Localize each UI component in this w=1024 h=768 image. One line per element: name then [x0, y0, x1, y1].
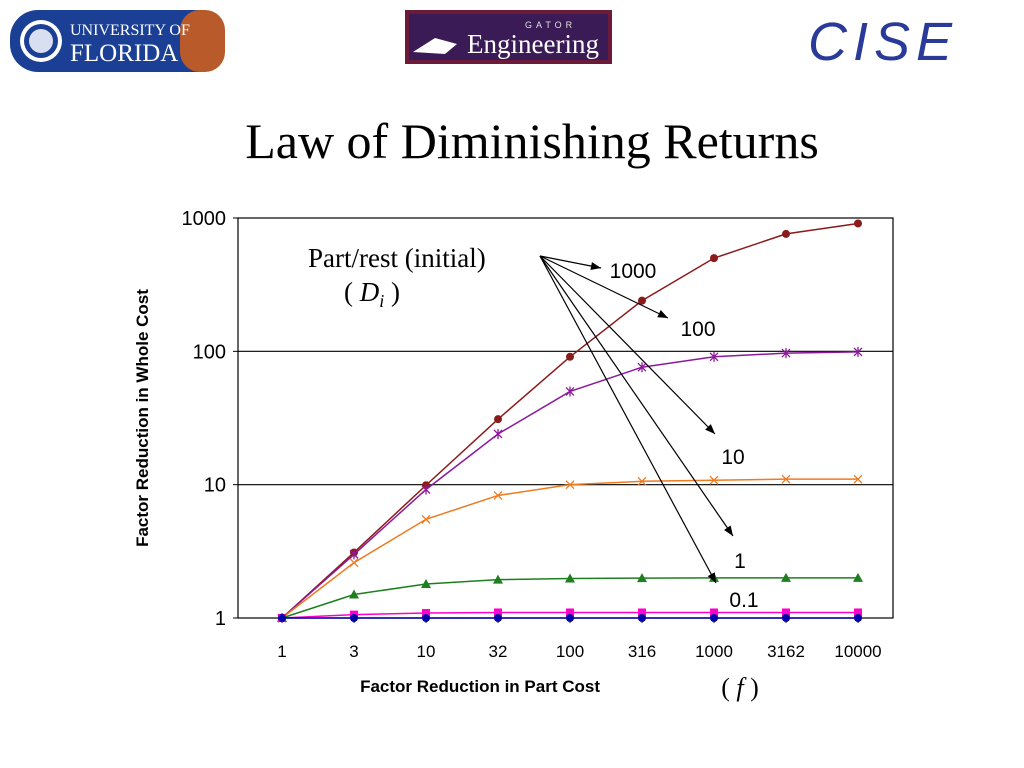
x-tick-label-8: 10000	[834, 642, 881, 661]
x-tick-label-6: 1000	[695, 642, 733, 661]
data-point-s1-7	[781, 348, 791, 359]
data-point-s2-4	[565, 480, 575, 490]
series-label-1: 100	[680, 318, 715, 341]
data-point-s2-8	[853, 474, 863, 484]
data-point-s3-5	[637, 573, 647, 583]
uf-logo-line2: FLORIDA	[70, 40, 178, 67]
arrow-line-1	[539, 255, 669, 319]
gator-logo-small-text: GATOR	[525, 20, 576, 30]
data-point-s2-2	[421, 514, 431, 524]
annotation-part-rest: Part/rest (initial)	[308, 243, 486, 273]
data-point-s4-4	[566, 608, 574, 617]
series-label-2: 10	[721, 446, 744, 469]
data-point-s1-6	[709, 351, 719, 362]
series-label-0: 1000	[610, 260, 657, 283]
data-point-s4-8	[854, 608, 862, 617]
slide-title: Law of Diminishing Returns	[245, 113, 819, 169]
arrow-head-2	[705, 424, 715, 434]
data-point-s2-3	[493, 490, 503, 500]
data-point-s3-8	[853, 572, 863, 582]
data-point-s2-5	[637, 476, 647, 486]
arrow-line-4	[539, 255, 717, 584]
x-tick-label-0: 1	[277, 642, 286, 661]
data-point-s2-7	[781, 474, 791, 484]
data-point-s1-3	[493, 428, 503, 439]
data-point-s1-1	[349, 549, 359, 560]
arrow-line-0	[539, 255, 602, 269]
series-line-2	[281, 478, 858, 619]
gator-engineering-logo: GATOR Engineering	[405, 10, 612, 64]
data-point-s5-4	[566, 614, 574, 622]
y-tick-label-2: 100	[193, 341, 226, 363]
chart-grid	[238, 350, 893, 486]
data-point-s4-3	[494, 608, 502, 617]
arrow-line-2	[539, 255, 716, 435]
data-point-s3-2	[421, 578, 431, 588]
data-point-s5-1	[350, 614, 358, 622]
data-point-s1-5	[637, 362, 647, 373]
arrow-head-0	[590, 262, 601, 270]
data-point-s3-7	[781, 572, 791, 582]
x-tick-label-5: 316	[628, 642, 656, 661]
x-tick-label-3: 32	[489, 642, 508, 661]
series-label-4: 0.1	[729, 589, 758, 612]
data-point-s5-3	[494, 614, 502, 622]
data-point-s5-8	[854, 614, 862, 622]
data-point-s1-2	[421, 484, 431, 495]
data-point-s0-6	[710, 254, 718, 263]
series-label-3: 1	[734, 550, 746, 573]
data-point-s3-3	[493, 574, 503, 584]
x-axis-label: Factor Reduction in Part Cost	[360, 677, 600, 696]
data-point-s4-6	[710, 608, 718, 617]
data-point-s1-8	[853, 346, 863, 357]
data-point-s2-6	[709, 475, 719, 485]
data-point-s4-2	[422, 609, 430, 618]
arrow-head-1	[657, 310, 668, 318]
data-point-s0-3	[494, 415, 502, 424]
data-point-s0-7	[782, 229, 790, 238]
y-tick-label-0: 1	[215, 608, 226, 630]
x-tick-label-7: 3162	[767, 642, 805, 661]
arrow-head-3	[724, 525, 733, 536]
cise-logo: CISE	[808, 12, 958, 68]
data-point-s3-4	[565, 573, 575, 583]
data-point-s2-1	[349, 558, 359, 568]
data-point-s3-1	[349, 589, 359, 599]
uf-logo-line1: UNIVERSITY OF	[70, 22, 190, 39]
y-axis-label: Factor Reduction in Whole Cost	[133, 289, 152, 547]
data-point-s5-2	[422, 614, 430, 622]
data-point-s4-7	[782, 608, 790, 617]
data-point-s0-8	[854, 219, 862, 228]
data-point-s0-4	[566, 352, 574, 361]
gator-icon	[413, 38, 457, 54]
x-tick-label-1: 3	[349, 642, 358, 661]
x-tick-label-4: 100	[556, 642, 584, 661]
arrow-head-4	[707, 572, 716, 583]
data-point-s5-6	[710, 614, 718, 622]
arrow-line-3	[539, 255, 734, 537]
annotation-di: ( Di )	[344, 277, 400, 311]
x-axis-symbol: ( f )	[721, 673, 759, 702]
data-point-s1-4	[565, 386, 575, 397]
cise-logo-text: CISE	[808, 12, 958, 68]
data-point-s4-5	[638, 608, 646, 617]
plot-area	[237, 217, 894, 619]
y-tick-label-3: 1000	[182, 208, 227, 230]
x-tick-label-2: 10	[417, 642, 436, 661]
data-point-s5-0	[278, 614, 286, 622]
data-point-s5-5	[638, 614, 646, 622]
university-of-florida-logo: UNIVERSITY OF FLORIDA	[10, 10, 225, 72]
data-point-s5-7	[782, 614, 790, 622]
y-tick-label-1: 10	[204, 475, 226, 497]
gator-logo-main-text: Engineering	[467, 29, 599, 59]
data-point-s0-5	[638, 296, 646, 305]
